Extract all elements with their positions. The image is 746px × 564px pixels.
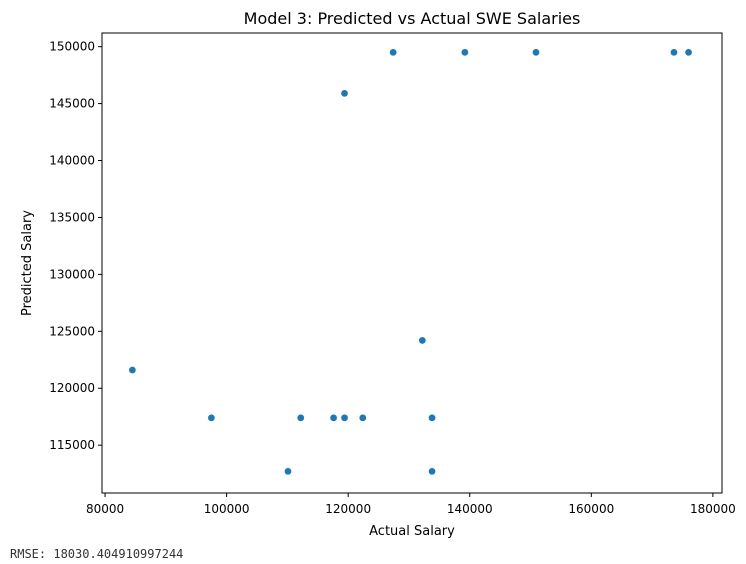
y-tick-label: 120000: [49, 381, 95, 395]
data-point: [418, 336, 427, 345]
data-point: [532, 48, 540, 57]
data-point: [329, 414, 338, 422]
rmse-note: RMSE: 18030.404910997244: [10, 547, 184, 561]
x-axis-label: Actual Salary: [369, 524, 455, 539]
y-axis-label: Predicted Salary: [20, 210, 35, 316]
y-tick-label: 115000: [49, 438, 95, 452]
x-tick-label: 80000: [86, 502, 124, 516]
y-tick-label: 130000: [49, 267, 95, 281]
x-tick-label: 120000: [325, 502, 371, 516]
data-point: [670, 48, 678, 57]
data-points: [128, 48, 693, 476]
x-tick-label: 140000: [447, 502, 493, 516]
x-tick-label: 160000: [568, 502, 614, 516]
data-point: [340, 89, 349, 98]
y-tick-label: 140000: [49, 154, 95, 168]
y-axis: 115000 120000 125000 130000 135000 140000 1450…: [49, 40, 102, 452]
data-point: [128, 366, 137, 374]
plot-area-frame: [101, 32, 723, 494]
y-tick-label: 150000: [49, 40, 95, 54]
data-point: [389, 48, 398, 57]
data-point: [358, 414, 367, 422]
data-point: [428, 467, 436, 476]
data-point: [684, 48, 693, 57]
data-point: [340, 414, 349, 422]
x-tick-label: 100000: [204, 502, 250, 516]
y-tick-label: 125000: [49, 324, 95, 338]
data-point: [284, 467, 292, 476]
x-axis: 80000 100000 120000 140000 160000 180000: [86, 493, 736, 516]
x-tick-label: 180000: [690, 502, 736, 516]
data-point: [207, 414, 216, 422]
data-point: [461, 48, 469, 57]
y-tick-label: 135000: [49, 210, 95, 224]
data-point: [428, 414, 436, 422]
data-point: [296, 414, 305, 422]
chart-title: Model 3: Predicted vs Actual SWE Salarie…: [244, 9, 581, 28]
y-tick-label: 145000: [49, 97, 95, 111]
